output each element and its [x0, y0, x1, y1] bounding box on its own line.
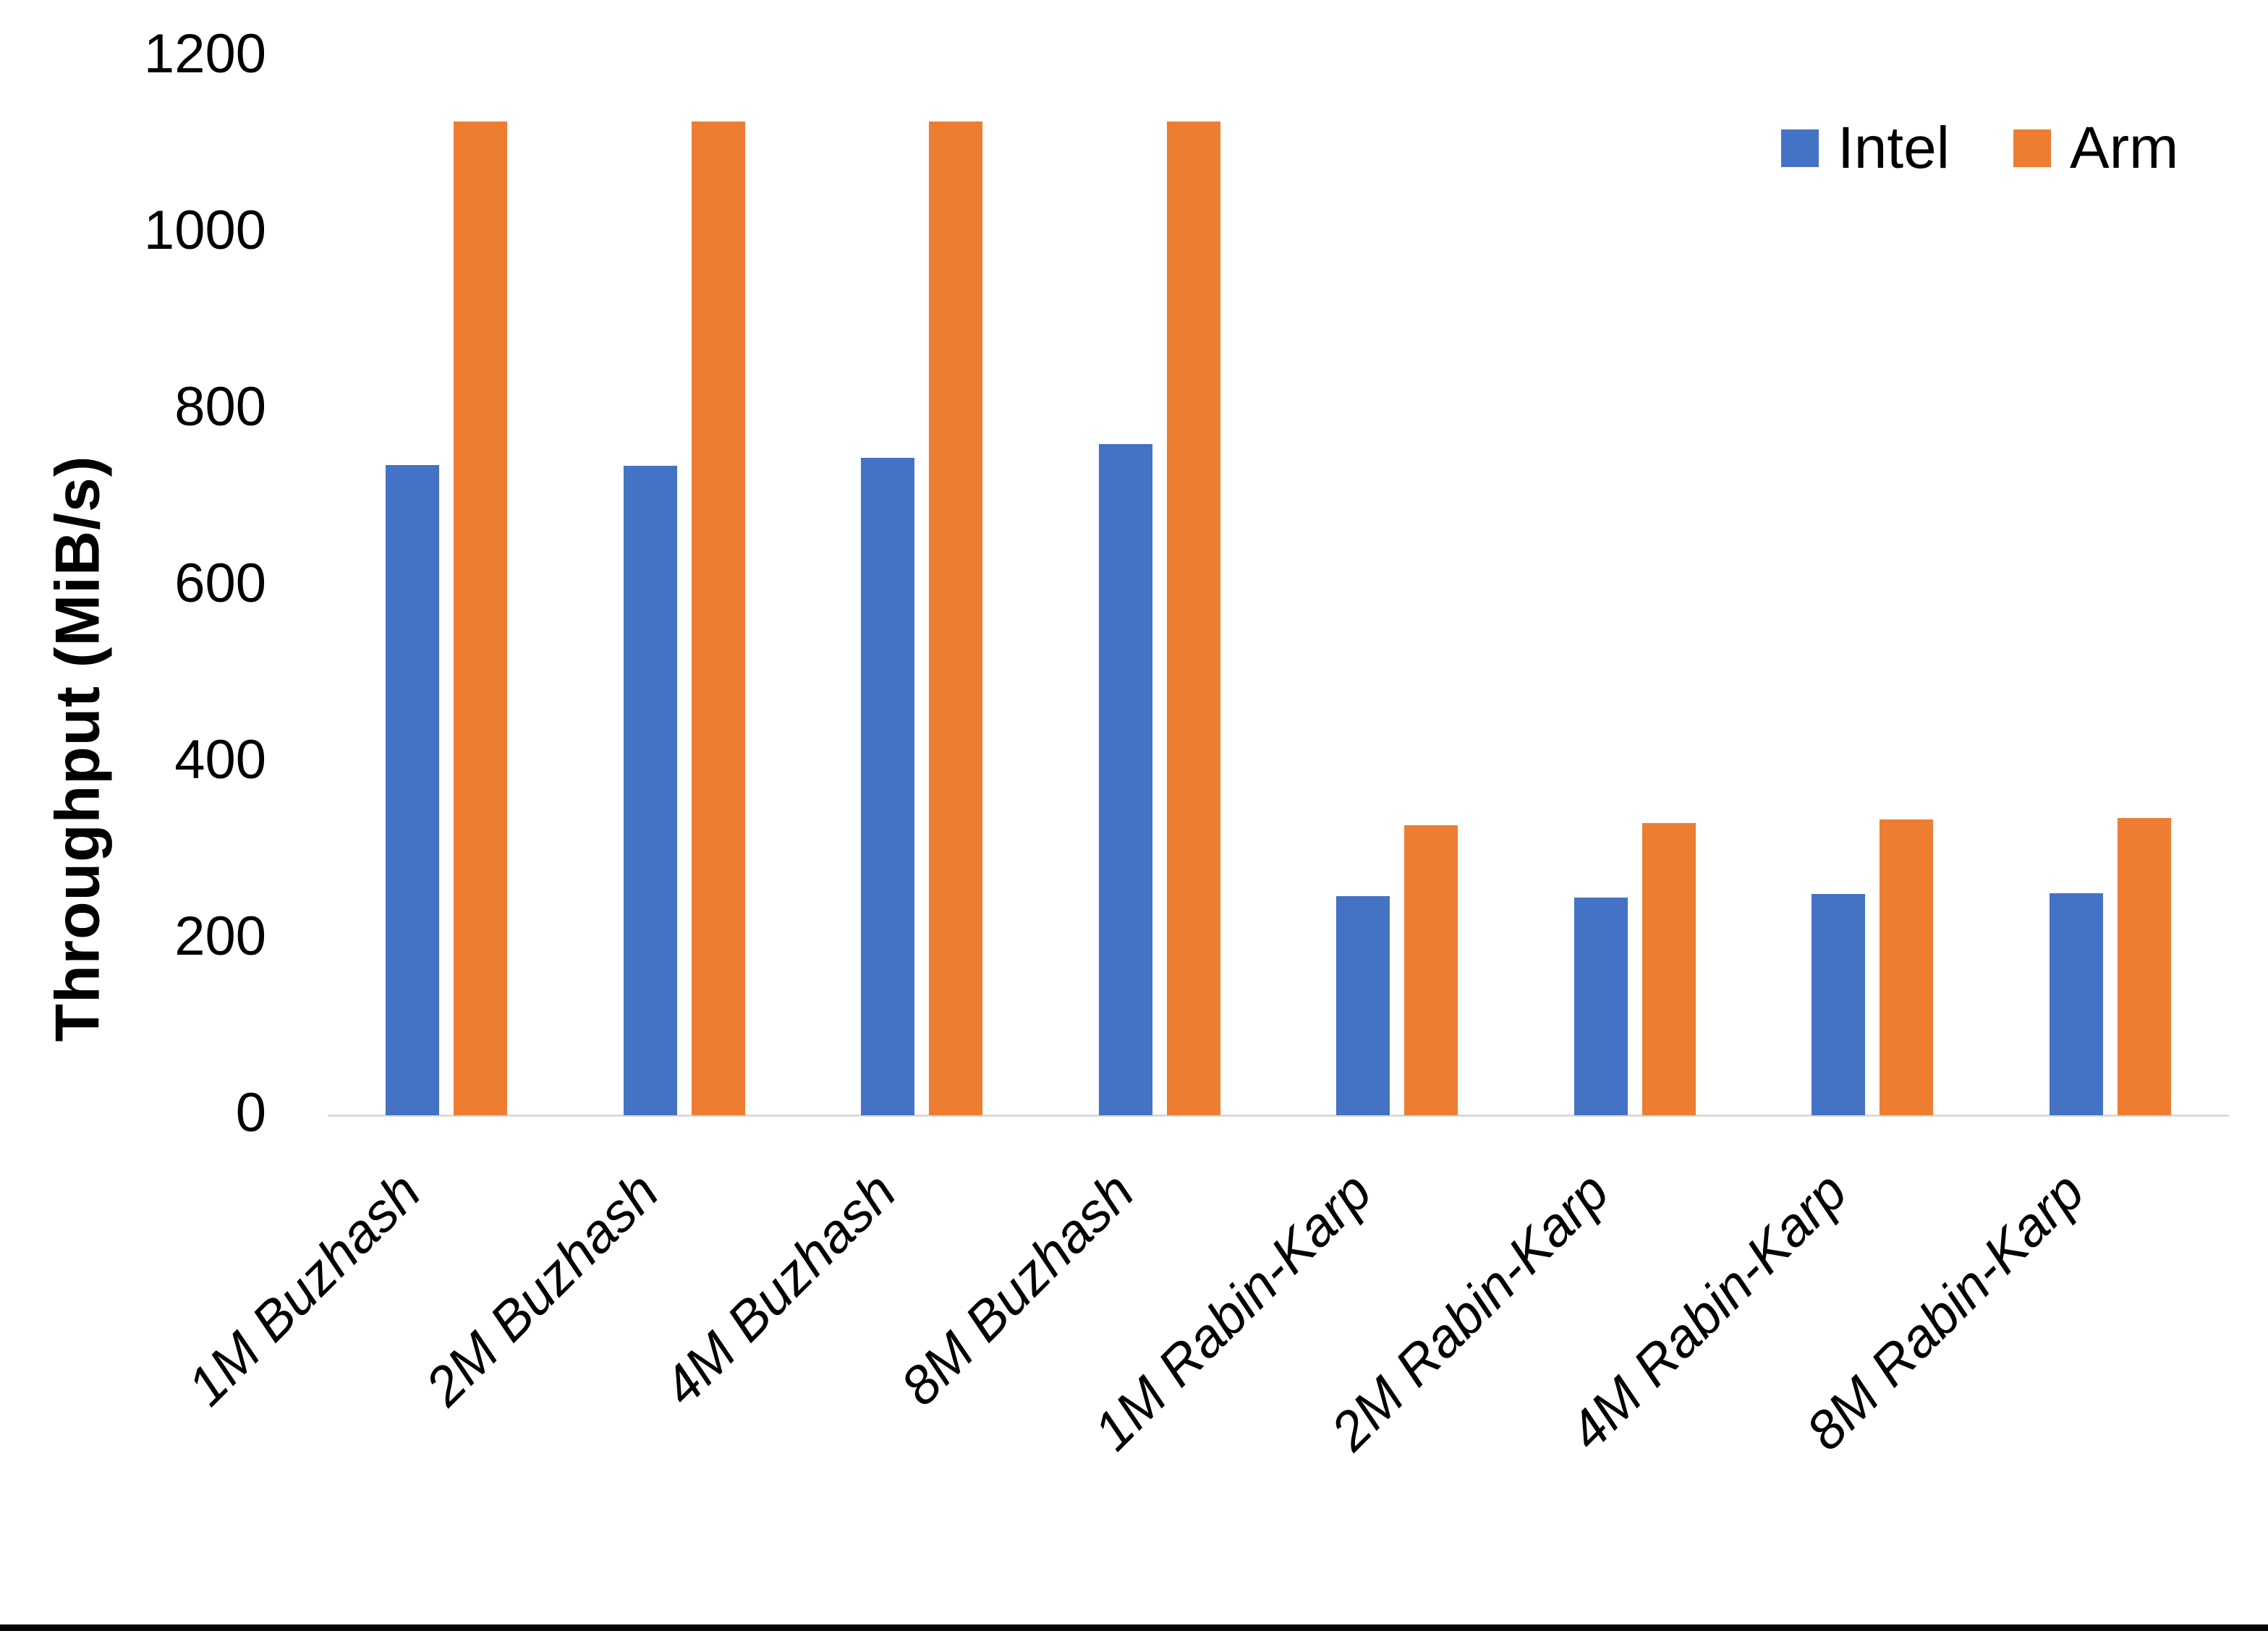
y-tick-label-0: 0: [235, 1082, 266, 1144]
legend-swatch-intel: [1781, 129, 1819, 167]
legend-label-intel: Intel: [1838, 115, 1950, 181]
y-tick-label-1000: 1000: [143, 200, 266, 262]
x-category-label-8m-buzhash: 8M Buzhash: [888, 1160, 1145, 1417]
bar-arm-1m-buzhash: [454, 122, 508, 1115]
bar-intel-1m-buzhash: [386, 464, 440, 1115]
bar-intel-8m-rabin-karp: [2049, 893, 2103, 1115]
bar-arm-4m-buzhash: [929, 122, 983, 1115]
bar-intel-4m-rabin-karp: [1812, 893, 1866, 1115]
y-tick-label-800: 800: [174, 376, 266, 438]
x-category-label-2m-buzhash: 2M Buzhash: [413, 1160, 670, 1417]
legend-item-arm: Arm: [2013, 114, 2178, 182]
y-tick-label-200: 200: [174, 906, 266, 968]
legend-swatch-arm: [2013, 129, 2051, 167]
bar-arm-8m-rabin-karp: [2117, 817, 2171, 1115]
bottom-border-line: [0, 1624, 2268, 1631]
y-tick-label-600: 600: [174, 553, 266, 615]
chart-legend: Intel Arm: [1781, 114, 2178, 182]
bar-intel-8m-buzhash: [1098, 443, 1152, 1115]
bar-arm-1m-rabin-karp: [1404, 825, 1458, 1115]
bar-intel-2m-rabin-karp: [1573, 897, 1628, 1115]
y-tick-label-400: 400: [174, 729, 266, 791]
legend-item-intel: Intel: [1781, 114, 1950, 182]
bar-intel-1m-rabin-karp: [1336, 896, 1390, 1115]
bar-arm-4m-rabin-karp: [1880, 819, 1934, 1115]
x-category-label-4m-buzhash: 4M Buzhash: [651, 1160, 908, 1417]
bar-arm-2m-buzhash: [691, 122, 745, 1115]
x-axis-line: [328, 1115, 2229, 1117]
y-tick-label-1200: 1200: [143, 23, 266, 85]
bar-intel-4m-buzhash: [861, 458, 915, 1115]
x-category-label-1m-buzhash: 1M Buzhash: [176, 1160, 433, 1417]
bar-intel-2m-buzhash: [623, 466, 677, 1115]
legend-label-arm: Arm: [2070, 115, 2179, 181]
bar-arm-2m-rabin-karp: [1641, 823, 1696, 1115]
bar-arm-8m-buzhash: [1166, 122, 1220, 1115]
